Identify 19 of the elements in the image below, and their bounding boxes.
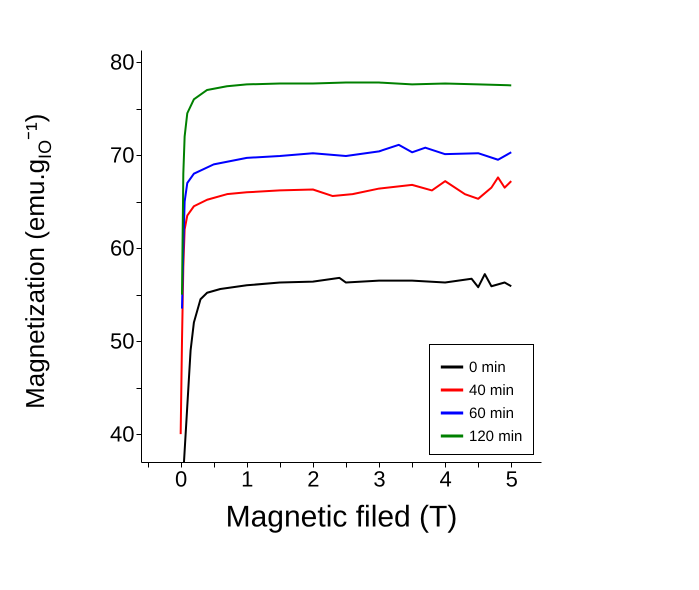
y-tick-label: 40 bbox=[110, 422, 134, 447]
y-tick-label: 50 bbox=[110, 328, 134, 354]
line-series bbox=[180, 82, 512, 296]
x-tick-label: 5 bbox=[506, 466, 518, 492]
y-tick-label: 70 bbox=[110, 142, 134, 168]
x-tick-label: 1 bbox=[241, 466, 254, 492]
y-tick-label: 80 bbox=[110, 50, 134, 75]
legend-label: 40 min bbox=[469, 382, 514, 399]
x-tick-label: 3 bbox=[373, 466, 386, 492]
x-tick-label: 4 bbox=[440, 466, 452, 492]
x-tick-label: 0 bbox=[175, 466, 188, 492]
legend-label: 120 min bbox=[469, 428, 522, 445]
legend-label: 60 min bbox=[469, 405, 514, 422]
legend-label: 0 min bbox=[469, 359, 506, 376]
line-series bbox=[180, 144, 512, 310]
y-tick-label: 60 bbox=[110, 236, 134, 261]
x-axis-title: Magnetic filed (T) bbox=[226, 500, 458, 534]
y-axis-title: Magnetization (emu.gIO⁻¹) bbox=[20, 114, 55, 409]
x-tick-label: 2 bbox=[307, 466, 320, 492]
